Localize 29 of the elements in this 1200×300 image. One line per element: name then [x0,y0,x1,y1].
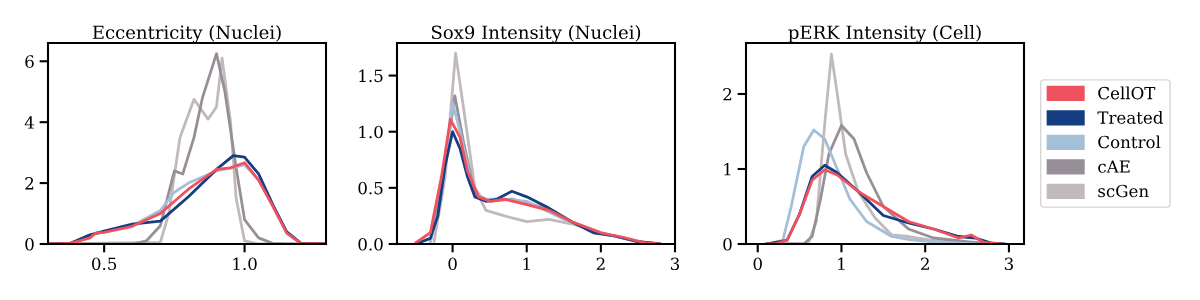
x-tick-label: 3 [670,257,680,271]
y-tick-label: 0 [25,237,34,251]
y-tick-label: 1.0 [359,125,383,139]
x-tick-label: 2 [596,257,605,270]
legend-label: cAE [1098,160,1130,173]
y-tick-label: 4 [24,116,34,129]
legend-label: Treated [1097,110,1163,124]
y-tick-label: 2 [723,87,732,101]
x-tick-label: 2 [921,257,929,270]
x-tick-label: 1.0 [233,257,257,271]
x-tick-label: 0 [448,257,457,271]
y-tick-label: 2 [25,177,34,190]
x-tick-label: 3 [1004,257,1013,271]
y-tick-label: 6 [25,55,34,68]
chart-title: Sox9 Intensity (Nuclei) [431,25,641,43]
x-tick-label: 1 [523,257,530,270]
chart-title: pERK Intensity (Cell) [788,25,981,43]
legend-label: scGen [1098,184,1149,198]
x-tick-label: 1 [838,257,845,270]
legend-label: CellOT [1098,86,1156,100]
chart-title: Eccentricity (Nuclei) [92,25,281,43]
y-tick-label: 0 [723,237,732,251]
y-tick-label: 0.5 [358,181,383,195]
y-tick-label: 0.0 [358,237,383,251]
x-tick-label: 0 [753,257,762,271]
legend-label: Control [1098,135,1161,149]
y-tick-label: 1.5 [359,69,383,83]
x-tick-label: 0.5 [92,257,117,271]
y-tick-label: 1 [724,162,731,176]
